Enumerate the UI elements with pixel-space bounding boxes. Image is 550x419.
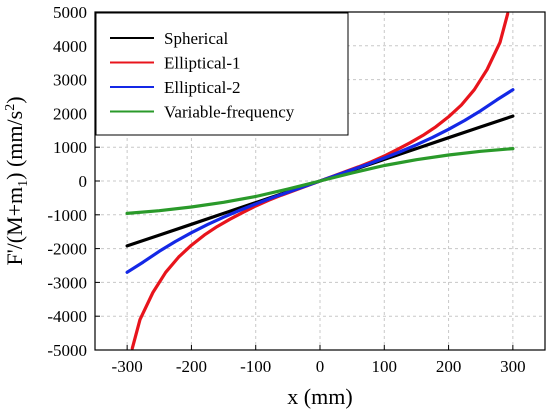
legend-box xyxy=(95,12,349,136)
legend-label: Elliptical-1 xyxy=(164,54,240,73)
x-tick-label: 0 xyxy=(316,357,325,376)
legend-items: Spherical Elliptical-1 Elliptical-2 Variabl… xyxy=(110,29,295,122)
y-tick-label: -5000 xyxy=(47,341,87,360)
y-tick-label: 1000 xyxy=(53,138,87,157)
y-tick-label: -1000 xyxy=(47,206,87,225)
y-tick-label: -3000 xyxy=(47,273,87,292)
x-axis-label: x (mm) xyxy=(287,384,352,409)
x-tick-label: 300 xyxy=(500,357,526,376)
y-axis-label: F'/(M+m1) (mm/s2) xyxy=(2,96,31,265)
y-tick-label: 3000 xyxy=(53,71,87,90)
legend-label: Spherical xyxy=(164,29,228,48)
x-tick-label: -300 xyxy=(112,357,143,376)
x-tick-label: 200 xyxy=(436,357,462,376)
series-layer xyxy=(125,12,515,350)
y-axis-label-main: F'/(M+m xyxy=(2,187,27,266)
y-axis-ticks: -5000 -4000 -3000 -2000 -1000 0 1000 2000 3000 40… xyxy=(47,3,100,360)
x-tick-label: -100 xyxy=(240,357,271,376)
series-line-variable-frequency xyxy=(125,147,515,215)
legend-label: Elliptical-2 xyxy=(164,78,240,97)
y-tick-label: -2000 xyxy=(47,240,87,259)
y-axis-label-middle: ) (mm/s xyxy=(2,111,27,180)
y-tick-label: 4000 xyxy=(53,37,87,56)
y-axis-label-end: ) xyxy=(2,96,27,103)
y-axis-label-subscript: 1 xyxy=(16,180,31,187)
y-axis-label-superscript: 2 xyxy=(3,104,18,111)
x-axis-ticks: -300 -200 -100 0 100 200 300 xyxy=(112,345,526,376)
y-tick-label: 0 xyxy=(79,172,88,191)
y-tick-label: 5000 xyxy=(53,3,87,22)
legend: Spherical Elliptical-1 Elliptical-2 Variabl… xyxy=(95,12,349,136)
y-tick-label: 2000 xyxy=(53,104,87,123)
y-tick-label: -4000 xyxy=(47,307,87,326)
x-tick-label: -200 xyxy=(176,357,207,376)
x-tick-label: 100 xyxy=(372,357,398,376)
legend-label: Variable-frequency xyxy=(164,103,295,122)
